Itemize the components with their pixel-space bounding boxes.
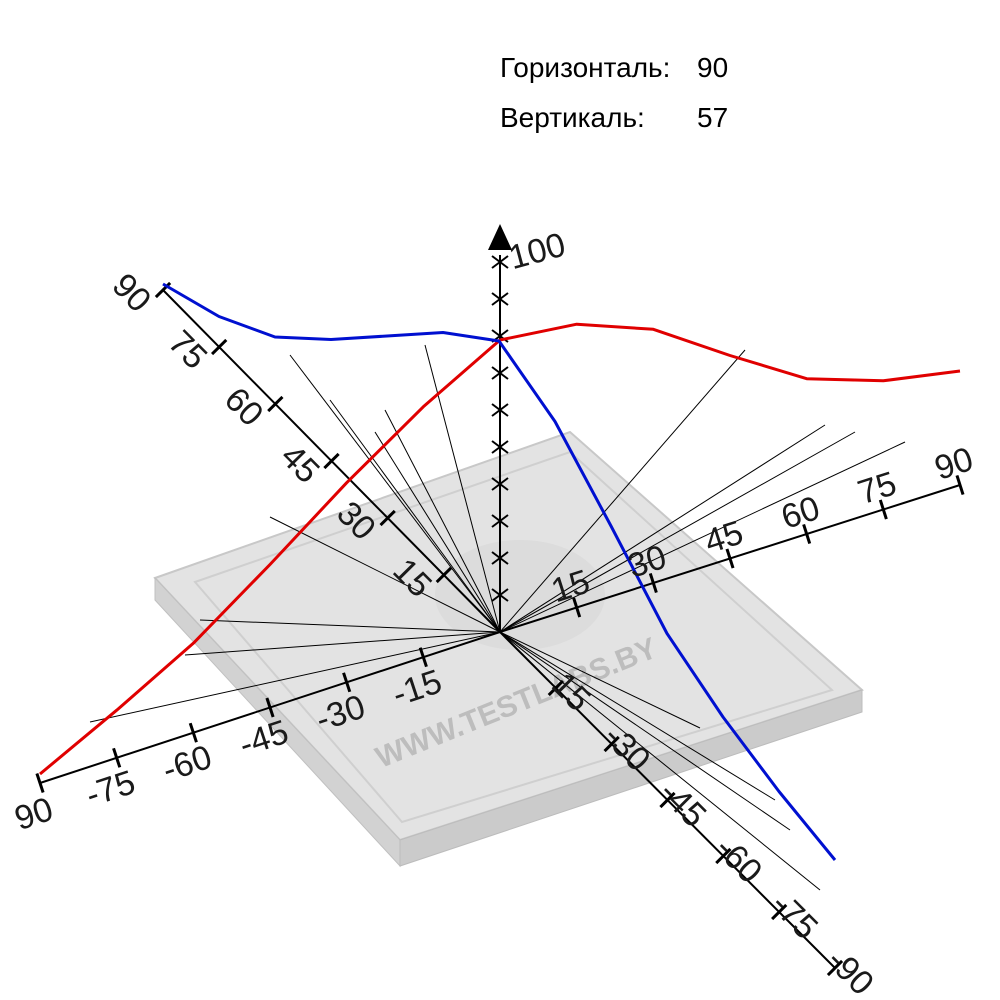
front-left-axis-tick-label: -75 bbox=[81, 763, 140, 814]
vertical-value: 57 bbox=[697, 102, 729, 133]
horizontal-label: Горизонталь: bbox=[500, 52, 671, 83]
right-axis-tick bbox=[572, 597, 582, 618]
front-right-axis-tick-label: -75 bbox=[764, 885, 826, 947]
right-axis-tick bbox=[725, 548, 735, 569]
vertical-axis-tick bbox=[491, 403, 509, 417]
left-axis-tick bbox=[210, 338, 228, 356]
front-right-axis-tick bbox=[547, 679, 564, 697]
vertical-axis-tick bbox=[491, 255, 509, 269]
front-right-axis-tick bbox=[659, 791, 676, 809]
radial-gridline bbox=[199, 619, 501, 633]
vertical-axis-tick bbox=[491, 440, 509, 454]
horizontal-value: 90 bbox=[697, 52, 729, 83]
vertical-axis-max-label: 100 bbox=[505, 226, 570, 277]
radial-gridline bbox=[329, 399, 501, 633]
left-axis-tick-label: 75 bbox=[161, 323, 215, 377]
front-right-axis-tick bbox=[771, 903, 788, 921]
chart-series bbox=[39, 282, 961, 861]
left-axis-tick bbox=[323, 452, 340, 470]
radial-gridline bbox=[269, 516, 501, 633]
vertical-axis-tick bbox=[491, 366, 509, 380]
left-axis-tick bbox=[379, 509, 396, 527]
vertical-axis-tick bbox=[491, 551, 509, 565]
radial-gridline bbox=[499, 424, 826, 633]
radial-gridline bbox=[184, 631, 501, 656]
front-right-axis-tick bbox=[603, 735, 620, 753]
front-left-axis-tick-label: 90 bbox=[10, 790, 58, 838]
radial-gridline bbox=[499, 631, 776, 801]
front-left-axis-tick bbox=[188, 722, 198, 743]
right-axis-tick-label: 60 bbox=[777, 489, 825, 537]
left-axis-tick bbox=[435, 566, 453, 584]
radial-gridline bbox=[499, 431, 856, 633]
radial-gridline bbox=[384, 409, 501, 633]
radial-gridline bbox=[499, 349, 746, 633]
left-axis-tick bbox=[267, 395, 284, 413]
right-axis-tick bbox=[878, 499, 888, 520]
front-left-axis-tick bbox=[342, 672, 352, 693]
right-axis-tick bbox=[648, 573, 658, 593]
left-axis-tick-label: 60 bbox=[217, 380, 271, 434]
left-axis-tick-label: 45 bbox=[273, 437, 327, 491]
front-right-axis-tick-label: -90 bbox=[819, 941, 881, 1000]
front-left-axis-tick bbox=[112, 747, 122, 768]
front-right-axis-tick-label: -45 bbox=[652, 773, 714, 835]
front-left-axis-tick bbox=[265, 697, 275, 718]
vertical-label: Вертикаль: bbox=[500, 102, 645, 133]
radial-gridline bbox=[499, 631, 821, 891]
right-axis-tick-label: 90 bbox=[930, 440, 978, 488]
left-axis-tick-label: 90 bbox=[105, 266, 159, 320]
vertical-axis-arrow bbox=[488, 224, 512, 250]
vertical-axis-tick bbox=[491, 514, 509, 528]
chart-grid bbox=[89, 344, 906, 891]
front-left-axis-tick bbox=[418, 647, 428, 668]
chart-axes bbox=[35, 224, 965, 977]
front-right-axis-tick-label: -60 bbox=[708, 829, 770, 891]
radial-gridline bbox=[499, 631, 791, 831]
front-right-axis-tick bbox=[826, 959, 844, 977]
front-left-axis-tick-label: -60 bbox=[158, 738, 217, 789]
right-axis-tick-label: 75 bbox=[853, 464, 901, 512]
vertical-axis-tick bbox=[491, 292, 509, 306]
radial-gridline bbox=[499, 441, 906, 633]
radial-gridline bbox=[374, 431, 501, 633]
radial-gridline bbox=[89, 631, 501, 723]
front-right-axis-tick bbox=[715, 847, 732, 865]
radial-gridline bbox=[289, 354, 501, 633]
series-line-1 bbox=[162, 282, 837, 861]
vertical-axis-tick bbox=[491, 588, 509, 602]
front-left-axis-tick bbox=[35, 773, 45, 793]
vertical-axis-tick bbox=[491, 477, 509, 491]
radial-gridline bbox=[499, 631, 701, 729]
right-axis-tick bbox=[802, 524, 812, 544]
right-axis-tick bbox=[955, 475, 965, 495]
